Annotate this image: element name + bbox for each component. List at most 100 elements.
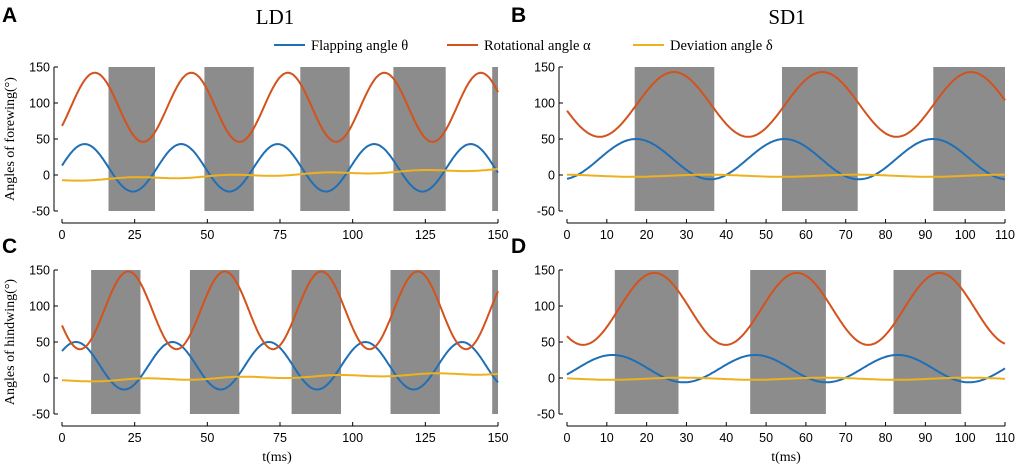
- panel-d-x-tick-label: 50: [759, 431, 773, 445]
- panel-a-x-tick-label: 150: [488, 228, 509, 242]
- panel-b-x-tick-label: 70: [839, 228, 853, 242]
- panel-a-series-flapping: [61, 142, 499, 193]
- panel-b-plot: 0 10 20 30 40 50 60 70 80 90 100 110 -50 0 50 100 150: [534, 61, 1015, 243]
- panel-c-y-tick-label: -50: [32, 408, 50, 422]
- panel-d-x-tick-label: 80: [879, 431, 893, 445]
- panel-a: A 0 25 50 75 100 125 150 -50 0 50 100 150 Angles of…: [2, 4, 508, 242]
- panel-b-x-tick-label: 60: [799, 228, 813, 242]
- panel-d-shaded-region: [893, 270, 962, 414]
- panel-b-y-tick-label: 100: [534, 97, 555, 111]
- panel-b-y-tick-label: 50: [541, 133, 555, 147]
- panel-d-x-tick-label: 90: [918, 431, 932, 445]
- panel-c-y-tick-label: 50: [36, 336, 50, 350]
- panel-a-y-tick-label: -50: [32, 205, 50, 219]
- panel-d: D 0 10 20 30 40 50 60 70 80 90 100 110-50050100150 …: [511, 235, 1015, 465]
- panel-b-x-tick-label: 50: [759, 228, 773, 242]
- panel-c-shaded-region: [492, 270, 498, 414]
- column-title-ld1: LD1: [256, 5, 295, 29]
- panel-c-shaded-region: [189, 270, 240, 414]
- legend: Flapping angle θ Rotational angle α Devi…: [274, 38, 773, 54]
- panel-b-series-deviation: [567, 173, 1005, 178]
- panel-d-shaded-region: [614, 270, 679, 414]
- panel-d-series-deviation: [566, 376, 1006, 381]
- panel-letter-b: B: [511, 4, 526, 27]
- panel-d-series-flapping: [566, 354, 1006, 384]
- panel-c-shaded-region: [390, 270, 440, 414]
- panel-b-x-tick-label: 80: [879, 228, 893, 242]
- panel-b-x-tick-label: 40: [719, 228, 733, 242]
- panel-d-x-tick-label: 110: [995, 431, 1015, 445]
- panel-a-ylabel: Angles of forewing(°): [3, 77, 18, 201]
- panel-a-shaded-region: [108, 67, 155, 211]
- panel-a-y-tick-label: 0: [43, 169, 50, 183]
- panel-c-series-flapping: [61, 340, 499, 391]
- legend-label-rotational: Rotational angle α: [484, 38, 591, 54]
- panel-b-shaded-region: [933, 67, 1005, 211]
- panel-b-x-tick-label: 0: [564, 228, 571, 242]
- panel-b-x-tick-label: 100: [955, 228, 976, 242]
- panel-d-y-tick-label: 50: [541, 336, 555, 350]
- panel-b: B 0 10 20 30 40 50 60 70 80 90 100 110 -50 0 50 100 150: [511, 4, 1015, 242]
- legend-label-flapping: Flapping angle θ: [311, 38, 408, 54]
- panel-d-x-tick-label: 70: [839, 431, 853, 445]
- panel-c-x-tick-label: 50: [200, 431, 214, 445]
- panel-a-y-tick-label: 100: [29, 97, 50, 111]
- panel-a-x-tick-label: 125: [415, 228, 436, 242]
- panel-d-x-tick-label: 40: [719, 431, 733, 445]
- panel-d-shaded-region: [750, 270, 826, 414]
- panel-a-y-tick-label: 150: [29, 61, 50, 75]
- panel-b-shaded-region: [634, 67, 715, 211]
- panel-d-y-tick-label: -50: [537, 408, 555, 422]
- panel-a-series-rotational: [61, 71, 499, 143]
- panel-c-x-tick-label: 100: [342, 431, 363, 445]
- panel-a-x-tick-label: 25: [128, 228, 142, 242]
- panel-c-y-tick-label: 150: [29, 264, 50, 278]
- panel-a-x-tick-label: 100: [342, 228, 363, 242]
- panel-letter-d: D: [511, 235, 526, 258]
- panel-c-shaded-region: [91, 270, 141, 414]
- panel-b-x-tick-label: 30: [680, 228, 694, 242]
- panel-b-x-tick-label: 110: [995, 228, 1015, 242]
- panel-d-xlabel: t(ms): [771, 450, 801, 465]
- panel-c-plot: 0 25 50 75 100 125 150 -50 0 50 100 150: [29, 264, 508, 446]
- panel-b-series-flapping: [566, 138, 1006, 181]
- panel-c-series-rotational: [61, 270, 499, 351]
- panel-b-x-tick-label: 10: [600, 228, 614, 242]
- panel-c-x-tick-label: 125: [415, 431, 436, 445]
- panel-d-y-tick-label: 0: [548, 372, 555, 386]
- panel-c-x-tick-label: 25: [128, 431, 142, 445]
- panel-d-x-tick-label: 100: [955, 431, 976, 445]
- panel-a-y-tick-label: 50: [36, 133, 50, 147]
- panel-b-x-tick-label: 20: [640, 228, 654, 242]
- panel-d-y-tick-label: 150: [534, 264, 555, 278]
- panel-c-y-tick-label: 100: [29, 300, 50, 314]
- panel-a-x-tick-label: 0: [59, 228, 66, 242]
- panel-c-x-tick-label: 75: [273, 431, 287, 445]
- panel-d-x-tick-label: 20: [640, 431, 654, 445]
- panel-c-series-deviation: [61, 372, 499, 383]
- panel-c-x-tick-label: 0: [59, 431, 66, 445]
- panel-a-x-tick-label: 50: [200, 228, 214, 242]
- panel-c-ylabel: Angles of hindwing(°): [3, 279, 18, 405]
- legend-label-deviation: Deviation angle δ: [670, 38, 773, 54]
- panel-b-series-rotational: [566, 70, 1006, 138]
- panel-letter-a: A: [2, 4, 17, 27]
- panel-b-x-tick-label: 90: [918, 228, 932, 242]
- panel-c-xlabel: t(ms): [262, 450, 292, 465]
- panel-d-x-tick-label: 60: [799, 431, 813, 445]
- panel-b-y-tick-label: 0: [548, 169, 555, 183]
- panel-a-shaded-region: [492, 67, 498, 211]
- panel-d-plot: 0 10 20 30 40 50 60 70 80 90 100 110 -50 0 50 100 150: [534, 264, 1015, 446]
- panel-a-plot: 0 25 50 75 100 125 150 -50 0 50 100 150: [29, 61, 508, 243]
- column-title-sd1: SD1: [768, 5, 805, 29]
- panel-c-shaded-region: [291, 270, 341, 414]
- panel-d-y-tick-label: 100: [534, 300, 555, 314]
- panel-a-x-tick-label: 75: [273, 228, 287, 242]
- panel-d-x-tick-label: 10: [600, 431, 614, 445]
- panel-c-x-tick-label: 150: [488, 431, 509, 445]
- panel-letter-c: C: [2, 235, 17, 258]
- panel-d-x-tick-label: 0: [564, 431, 571, 445]
- panel-d-x-tick-label: 30: [680, 431, 694, 445]
- panel-a-shaded-region: [393, 67, 446, 211]
